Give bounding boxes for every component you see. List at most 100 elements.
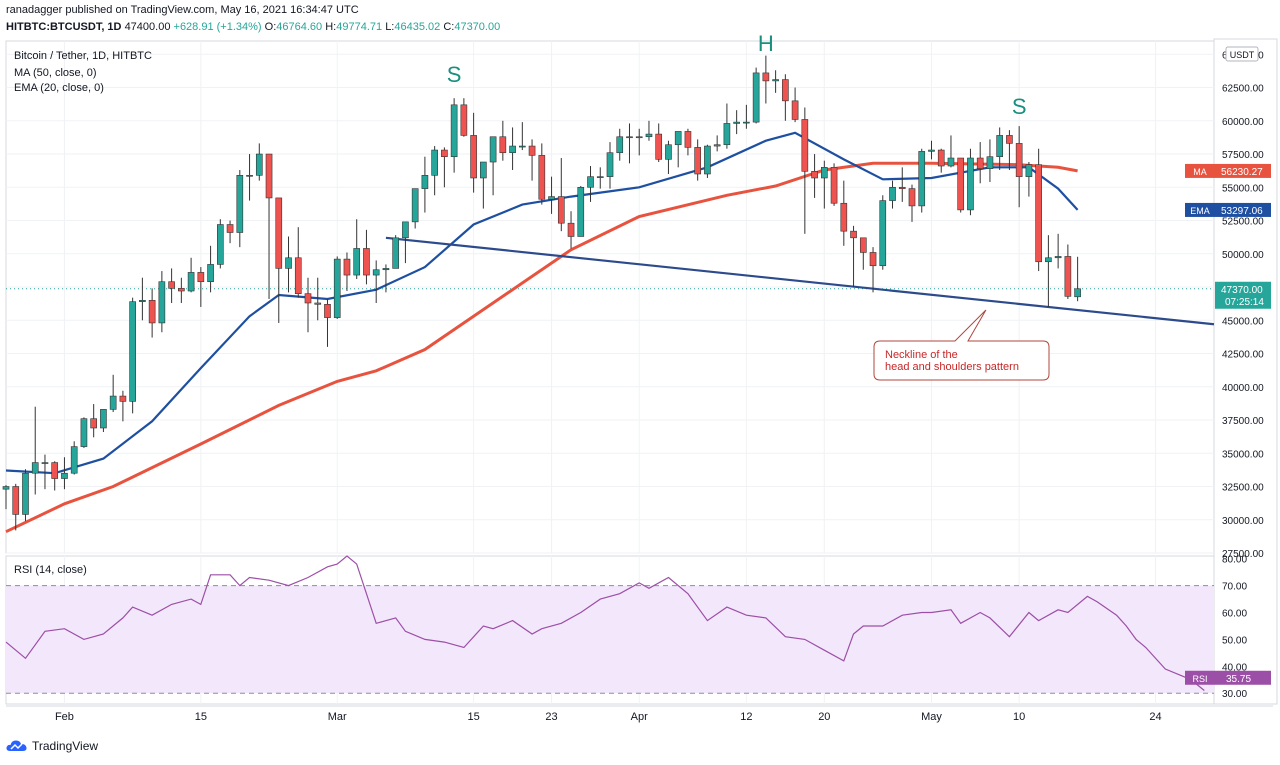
time-tick-label: 24	[1149, 711, 1161, 723]
candle-body	[713, 144, 721, 147]
candle-down	[869, 247, 877, 293]
time-tick-label: 10	[1013, 711, 1025, 723]
candle-body	[207, 264, 214, 283]
candle-body	[986, 156, 994, 169]
candle-body	[782, 79, 789, 102]
candle-down	[441, 147, 448, 188]
candle-body	[616, 136, 624, 154]
candle-body	[226, 224, 234, 233]
candle-up	[1045, 235, 1052, 307]
candle-down	[850, 225, 857, 288]
candle-body	[1045, 257, 1052, 263]
candle-up	[519, 122, 526, 151]
candle-body	[421, 175, 429, 189]
candle-body	[499, 136, 507, 154]
candle-body	[236, 175, 244, 233]
rsi-tick-label: 60.00	[1222, 609, 1247, 620]
candle-down	[898, 167, 906, 202]
price-tick-label: 30000.00	[1222, 516, 1264, 527]
candle-up	[207, 245, 214, 293]
candle-up	[587, 166, 594, 202]
candle-down	[265, 153, 273, 299]
candle-up	[489, 136, 497, 196]
price-tick-label: 62500.00	[1222, 84, 1264, 95]
candle-down	[1015, 126, 1023, 208]
chart-title: Bitcoin / Tether, 1D, HITBTC	[14, 50, 152, 62]
candle-body	[733, 121, 740, 124]
candle-down	[343, 252, 351, 292]
candle-down	[840, 180, 848, 246]
candle-body	[752, 72, 760, 123]
candle-down	[90, 404, 97, 438]
footer-brand: TradingView	[32, 739, 99, 753]
candle-up	[1025, 162, 1033, 197]
candle-body	[22, 472, 29, 515]
candle-body	[470, 135, 477, 179]
candle-up	[187, 257, 195, 293]
candle-body	[1015, 143, 1023, 177]
candle-body	[898, 186, 906, 189]
candle-body	[324, 304, 331, 318]
candle-up	[80, 417, 88, 448]
candle-up	[947, 135, 955, 168]
candle-down	[976, 142, 984, 184]
candle-down	[830, 163, 838, 206]
candle-up	[743, 104, 750, 129]
candle-up	[22, 469, 29, 522]
candle-up	[635, 128, 643, 156]
candle-up	[236, 169, 244, 248]
candle-down	[499, 120, 507, 161]
time-tick-label: 12	[740, 711, 752, 723]
tradingview-logo[interactable]: TradingView	[6, 739, 98, 753]
candle-body	[246, 175, 253, 177]
candle-up	[821, 160, 828, 209]
ma-legend: MA (50, close, 0)	[14, 67, 97, 79]
candle-body	[879, 200, 887, 267]
ema-legend: EMA (20, close, 0)	[14, 82, 104, 94]
candle-body	[596, 176, 604, 178]
candle-up	[986, 139, 994, 182]
candle-down	[684, 128, 692, 156]
rsi-tick-label: 80.00	[1222, 555, 1247, 566]
time-tick-label: May	[921, 711, 942, 723]
candle-up	[606, 142, 614, 189]
candle-body	[723, 123, 731, 146]
candle-body	[100, 409, 107, 429]
candle-up	[1074, 256, 1081, 302]
rsi-tick-label: 70.00	[1222, 582, 1247, 593]
ema-line	[5, 131, 1079, 475]
candle-down	[694, 139, 701, 181]
candle-up	[772, 70, 779, 93]
candle-body	[90, 418, 97, 429]
candle-up	[967, 148, 974, 216]
candle-up	[372, 260, 380, 303]
close-label: C:	[443, 21, 455, 33]
candle-body	[41, 462, 49, 464]
candle-down	[470, 112, 477, 193]
candle-body	[294, 257, 302, 294]
candle-up	[918, 148, 926, 213]
candle-down	[801, 107, 809, 234]
candle-body	[139, 300, 146, 302]
candle-body	[626, 136, 633, 139]
candle-down	[791, 87, 799, 123]
candle-body	[411, 188, 419, 223]
candle-body	[2, 486, 10, 490]
candle-body	[255, 153, 263, 176]
candle-up	[431, 146, 438, 196]
candle-body	[158, 281, 166, 324]
candle-up	[109, 374, 117, 413]
close-value: 47370.00	[454, 21, 501, 33]
candle-body	[51, 462, 59, 479]
rsi-tick-label: 50.00	[1222, 635, 1247, 646]
candle-down	[178, 277, 185, 303]
unit-badge	[1225, 46, 1259, 62]
candle-body	[528, 145, 536, 156]
candle-body	[684, 131, 692, 148]
candle-body	[996, 135, 1003, 157]
price-tick-label: 37500.00	[1222, 416, 1264, 427]
time-tick-label: Mar	[328, 711, 347, 723]
candle-body	[441, 149, 448, 157]
candle-down	[119, 390, 127, 422]
